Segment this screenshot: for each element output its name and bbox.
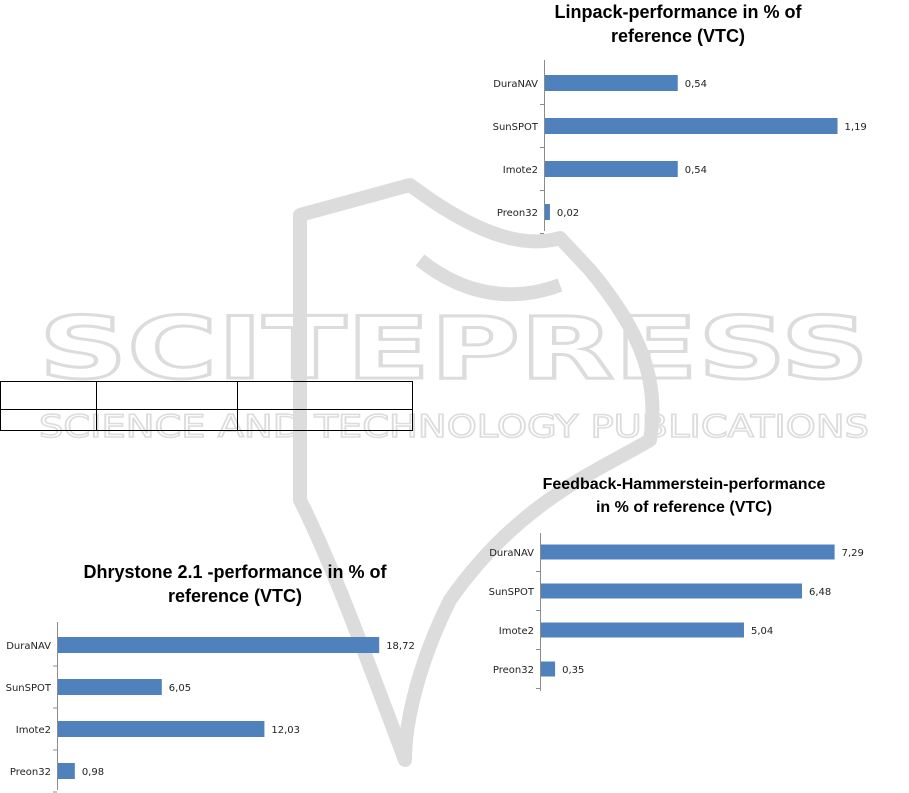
bar-imote2 bbox=[545, 161, 678, 177]
chart-title: Linpack-performance in % of reference (V… bbox=[478, 0, 878, 48]
table-row bbox=[0, 381, 413, 410]
chart-title-line-2: reference (VTC) bbox=[610, 26, 746, 46]
bar-sunspot bbox=[58, 679, 162, 695]
category-label: Preon32 bbox=[493, 665, 534, 676]
bar-sunspot bbox=[545, 118, 838, 134]
value-label: 18,72 bbox=[386, 641, 415, 652]
bar-sunspot bbox=[541, 583, 802, 599]
bar-duranav bbox=[58, 637, 380, 653]
category-label: SunSPOT bbox=[493, 122, 539, 133]
value-label: 0,54 bbox=[685, 165, 707, 176]
value-label: 7,29 bbox=[842, 548, 864, 559]
document-table-fragment bbox=[0, 381, 413, 431]
chart-title-line-1: Dhrystone 2.1 -performance in % of bbox=[83, 562, 387, 582]
value-label: 0,54 bbox=[685, 79, 707, 90]
category-label: DuraNAV bbox=[6, 641, 51, 652]
table-cell bbox=[96, 409, 238, 431]
category-label: DuraNAV bbox=[489, 548, 534, 559]
feedback-hammerstein-plot: DuraNAV 7,29 SunSPOT 6,48 Imote2 5,04 Preon32 0… bbox=[489, 533, 864, 691]
table-cell bbox=[0, 409, 97, 431]
bar-duranav bbox=[545, 75, 678, 91]
dhrystone-plot: DuraNAV 18,72 SunSPOT 6,05 Imote2 12,03 Preon3… bbox=[6, 622, 415, 793]
value-label: 12,03 bbox=[271, 725, 300, 736]
value-label: 0,35 bbox=[562, 665, 584, 676]
category-label: SunSPOT bbox=[6, 683, 52, 694]
category-label: Preon32 bbox=[10, 767, 51, 778]
category-label: Preon32 bbox=[497, 208, 538, 219]
category-label: Imote2 bbox=[499, 626, 534, 637]
table-row bbox=[0, 409, 413, 431]
value-label: 0,02 bbox=[557, 208, 579, 219]
table-cell bbox=[237, 381, 413, 410]
value-label: 5,04 bbox=[751, 626, 773, 637]
value-label: 6,48 bbox=[809, 587, 831, 598]
table-cell bbox=[96, 381, 238, 410]
chart-title-line-1: Feedback-Hammerstein-performance bbox=[542, 476, 826, 493]
table-cell bbox=[0, 381, 97, 410]
chart-title-line-2: reference (VTC) bbox=[167, 586, 303, 606]
chart-title: Feedback-Hammerstein-performance in % of… bbox=[474, 473, 894, 519]
chart-title-line-2: in % of reference (VTC) bbox=[595, 499, 773, 516]
value-label: 0,98 bbox=[82, 767, 104, 778]
category-label: Imote2 bbox=[16, 725, 51, 736]
linpack-chart: Linpack-performance in % of reference (V… bbox=[478, 0, 878, 240]
value-label: 1,19 bbox=[845, 122, 867, 133]
bar-imote2 bbox=[58, 721, 265, 737]
chart-title: Dhrystone 2.1 -performance in % of refer… bbox=[0, 560, 470, 608]
linpack-plot: DuraNAV 0,54 SunSPOT 1,19 Imote2 0,54 Preon32 0… bbox=[493, 60, 867, 234]
value-label: 6,05 bbox=[169, 683, 191, 694]
bar-preon32 bbox=[541, 661, 556, 677]
chart-title-line-1: Linpack-performance in % of bbox=[554, 2, 802, 22]
table-cell bbox=[237, 409, 413, 431]
bar-preon32 bbox=[58, 763, 75, 779]
category-label: Imote2 bbox=[503, 165, 538, 176]
bar-preon32 bbox=[545, 204, 550, 220]
bar-imote2 bbox=[541, 622, 744, 638]
dhrystone-chart: Dhrystone 2.1 -performance in % of refer… bbox=[0, 560, 470, 793]
category-label: SunSPOT bbox=[489, 587, 535, 598]
feedback-hammerstein-chart: Feedback-Hammerstein-performance in % of… bbox=[474, 473, 894, 698]
category-label: DuraNAV bbox=[493, 79, 538, 90]
bar-duranav bbox=[541, 544, 835, 560]
